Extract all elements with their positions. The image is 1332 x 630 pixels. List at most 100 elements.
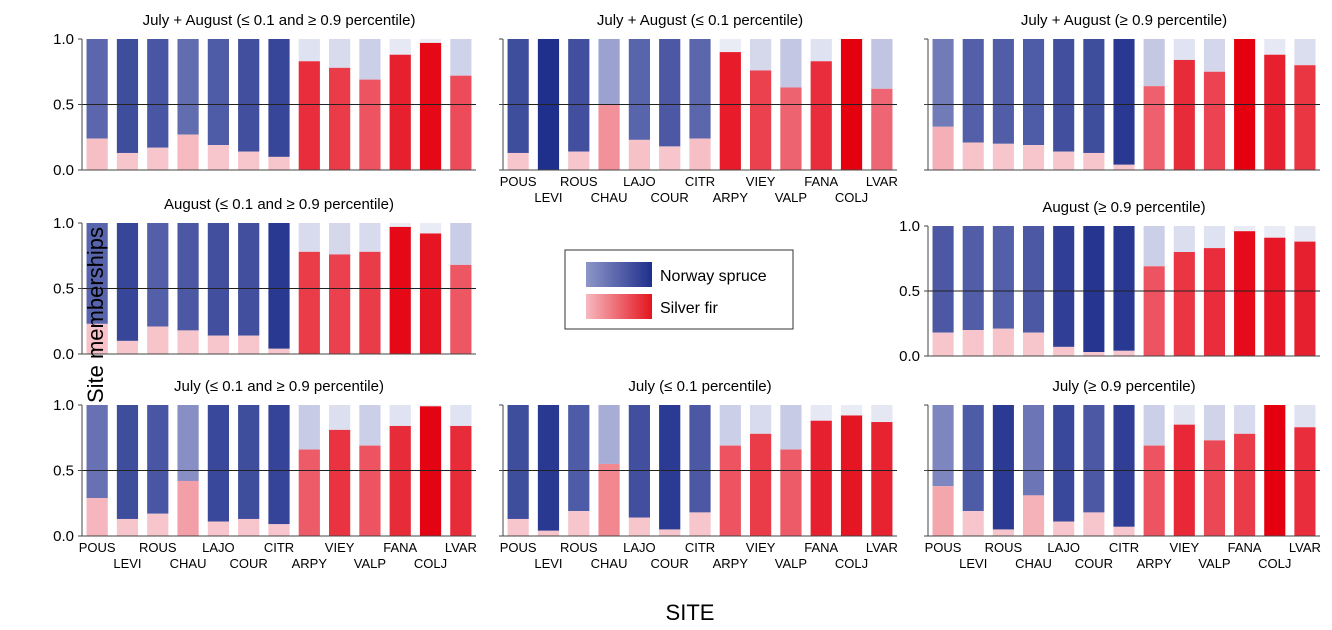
bar-spruce-segment bbox=[568, 39, 590, 152]
bar-fir-segment bbox=[568, 511, 590, 536]
bar-fir-segment bbox=[419, 233, 442, 354]
bar-spruce-segment bbox=[268, 405, 290, 525]
x-tick-label: VIEY bbox=[746, 540, 776, 555]
bar-spruce-segment bbox=[116, 405, 139, 519]
x-tick-label: POUS bbox=[925, 540, 962, 555]
bar-fir-segment bbox=[298, 251, 320, 354]
bar-spruce-segment bbox=[1143, 226, 1165, 267]
legend-label-silver-fir: Silver fir bbox=[660, 300, 718, 317]
bar-fir-segment bbox=[389, 425, 411, 536]
bar-spruce-segment bbox=[86, 39, 108, 139]
x-tick-label: LVAR bbox=[445, 540, 477, 555]
bar-spruce-segment bbox=[719, 405, 741, 446]
y-tick-label: 0.0 bbox=[899, 348, 920, 365]
bar-spruce-segment bbox=[1053, 226, 1075, 347]
bar-fir-segment bbox=[992, 328, 1014, 356]
bar-spruce-segment bbox=[1053, 405, 1075, 522]
bar-spruce-segment bbox=[689, 39, 711, 139]
x-tick-label: VIEY bbox=[325, 540, 355, 555]
bar-spruce-segment bbox=[1053, 39, 1075, 152]
bar-spruce-segment bbox=[298, 39, 320, 62]
bar-spruce-segment bbox=[780, 39, 802, 88]
x-tick-label: VALP bbox=[775, 556, 807, 571]
x-tick-label: LAJO bbox=[623, 174, 656, 189]
bar-spruce-segment bbox=[147, 405, 169, 514]
bar-spruce-segment bbox=[932, 405, 954, 487]
bar-fir-segment bbox=[992, 529, 1014, 536]
bar-spruce-segment bbox=[1113, 39, 1135, 165]
bar-fir-segment bbox=[1264, 54, 1286, 170]
bar-spruce-segment bbox=[329, 223, 351, 255]
bar-fir-segment bbox=[298, 61, 320, 170]
y-tick-label: 0.5 bbox=[53, 281, 74, 298]
bar-spruce-segment bbox=[450, 405, 472, 426]
bar-spruce-segment bbox=[840, 405, 863, 416]
bar-fir-segment bbox=[1294, 427, 1316, 536]
bar-spruce-segment bbox=[780, 405, 802, 450]
x-axis-label: SITE bbox=[666, 600, 715, 625]
bar-spruce-segment bbox=[419, 223, 442, 234]
bar-spruce-segment bbox=[1143, 405, 1165, 446]
bar-fir-segment bbox=[719, 445, 741, 536]
panel-title: August (≤ 0.1 and ≥ 0.9 percentile) bbox=[164, 196, 394, 213]
panel-title: July + August (≤ 0.1 percentile) bbox=[597, 12, 803, 29]
bar-fir-segment bbox=[992, 143, 1014, 170]
bar-spruce-segment bbox=[871, 39, 893, 89]
panel-3: July + August (≥ 0.9 percentile) bbox=[924, 12, 1320, 171]
bar-fir-segment bbox=[177, 480, 199, 536]
y-tick-label: 1.0 bbox=[53, 215, 74, 232]
panel-1: July + August (≤ 0.1 and ≥ 0.9 percentil… bbox=[53, 12, 476, 179]
x-tick-label: CHAU bbox=[591, 190, 628, 205]
bar-fir-segment bbox=[1113, 164, 1135, 170]
x-tick-label: VALP bbox=[775, 190, 807, 205]
bar-spruce-segment bbox=[329, 39, 351, 68]
bar-fir-segment bbox=[419, 42, 442, 170]
bar-spruce-segment bbox=[537, 405, 560, 531]
bar-fir-segment bbox=[147, 147, 169, 170]
x-tick-label: ARPY bbox=[292, 556, 328, 571]
bar-spruce-segment bbox=[659, 405, 681, 530]
bar-spruce-segment bbox=[750, 39, 772, 71]
bar-fir-segment bbox=[268, 348, 290, 354]
bar-fir-segment bbox=[507, 518, 529, 536]
bar-spruce-segment bbox=[147, 39, 169, 148]
bar-spruce-segment bbox=[689, 405, 711, 513]
bar-spruce-segment bbox=[932, 39, 954, 127]
x-tick-label: FANA bbox=[804, 174, 838, 189]
x-tick-label: LAJO bbox=[623, 540, 656, 555]
bar-spruce-segment bbox=[871, 405, 893, 423]
bar-spruce-segment bbox=[719, 39, 741, 53]
bar-fir-segment bbox=[86, 138, 108, 170]
x-tick-label: LEVI bbox=[534, 556, 562, 571]
bar-fir-segment bbox=[86, 323, 108, 354]
bar-spruce-segment bbox=[628, 405, 650, 518]
bar-fir-segment bbox=[1173, 424, 1195, 536]
bar-fir-segment bbox=[932, 486, 954, 536]
x-tick-label: ROUS bbox=[560, 174, 598, 189]
x-tick-label: COUR bbox=[651, 556, 689, 571]
bar-spruce-segment bbox=[1113, 405, 1135, 527]
bar-fir-segment bbox=[1083, 512, 1105, 536]
bar-fir-segment bbox=[659, 529, 681, 536]
bar-fir-segment bbox=[962, 142, 984, 170]
x-tick-label: COLJ bbox=[835, 556, 868, 571]
bar-spruce-segment bbox=[1173, 405, 1195, 425]
bar-fir-segment bbox=[598, 463, 620, 536]
bar-fir-segment bbox=[329, 254, 351, 354]
x-tick-label: ROUS bbox=[139, 540, 177, 555]
bar-spruce-segment bbox=[207, 405, 229, 522]
x-tick-label: LVAR bbox=[866, 174, 898, 189]
bar-fir-segment bbox=[1113, 526, 1135, 536]
x-tick-label: CHAU bbox=[591, 556, 628, 571]
bar-fir-segment bbox=[238, 518, 260, 536]
bar-fir-segment bbox=[780, 449, 802, 536]
bar-fir-segment bbox=[1053, 346, 1075, 356]
x-tick-label: LAJO bbox=[1047, 540, 1080, 555]
bar-spruce-segment bbox=[1203, 226, 1226, 249]
bar-fir-segment bbox=[750, 433, 772, 536]
bar-fir-segment bbox=[1203, 248, 1226, 356]
bar-fir-segment bbox=[1264, 237, 1286, 356]
bar-fir-segment bbox=[871, 422, 893, 536]
bar-fir-segment bbox=[507, 152, 529, 170]
